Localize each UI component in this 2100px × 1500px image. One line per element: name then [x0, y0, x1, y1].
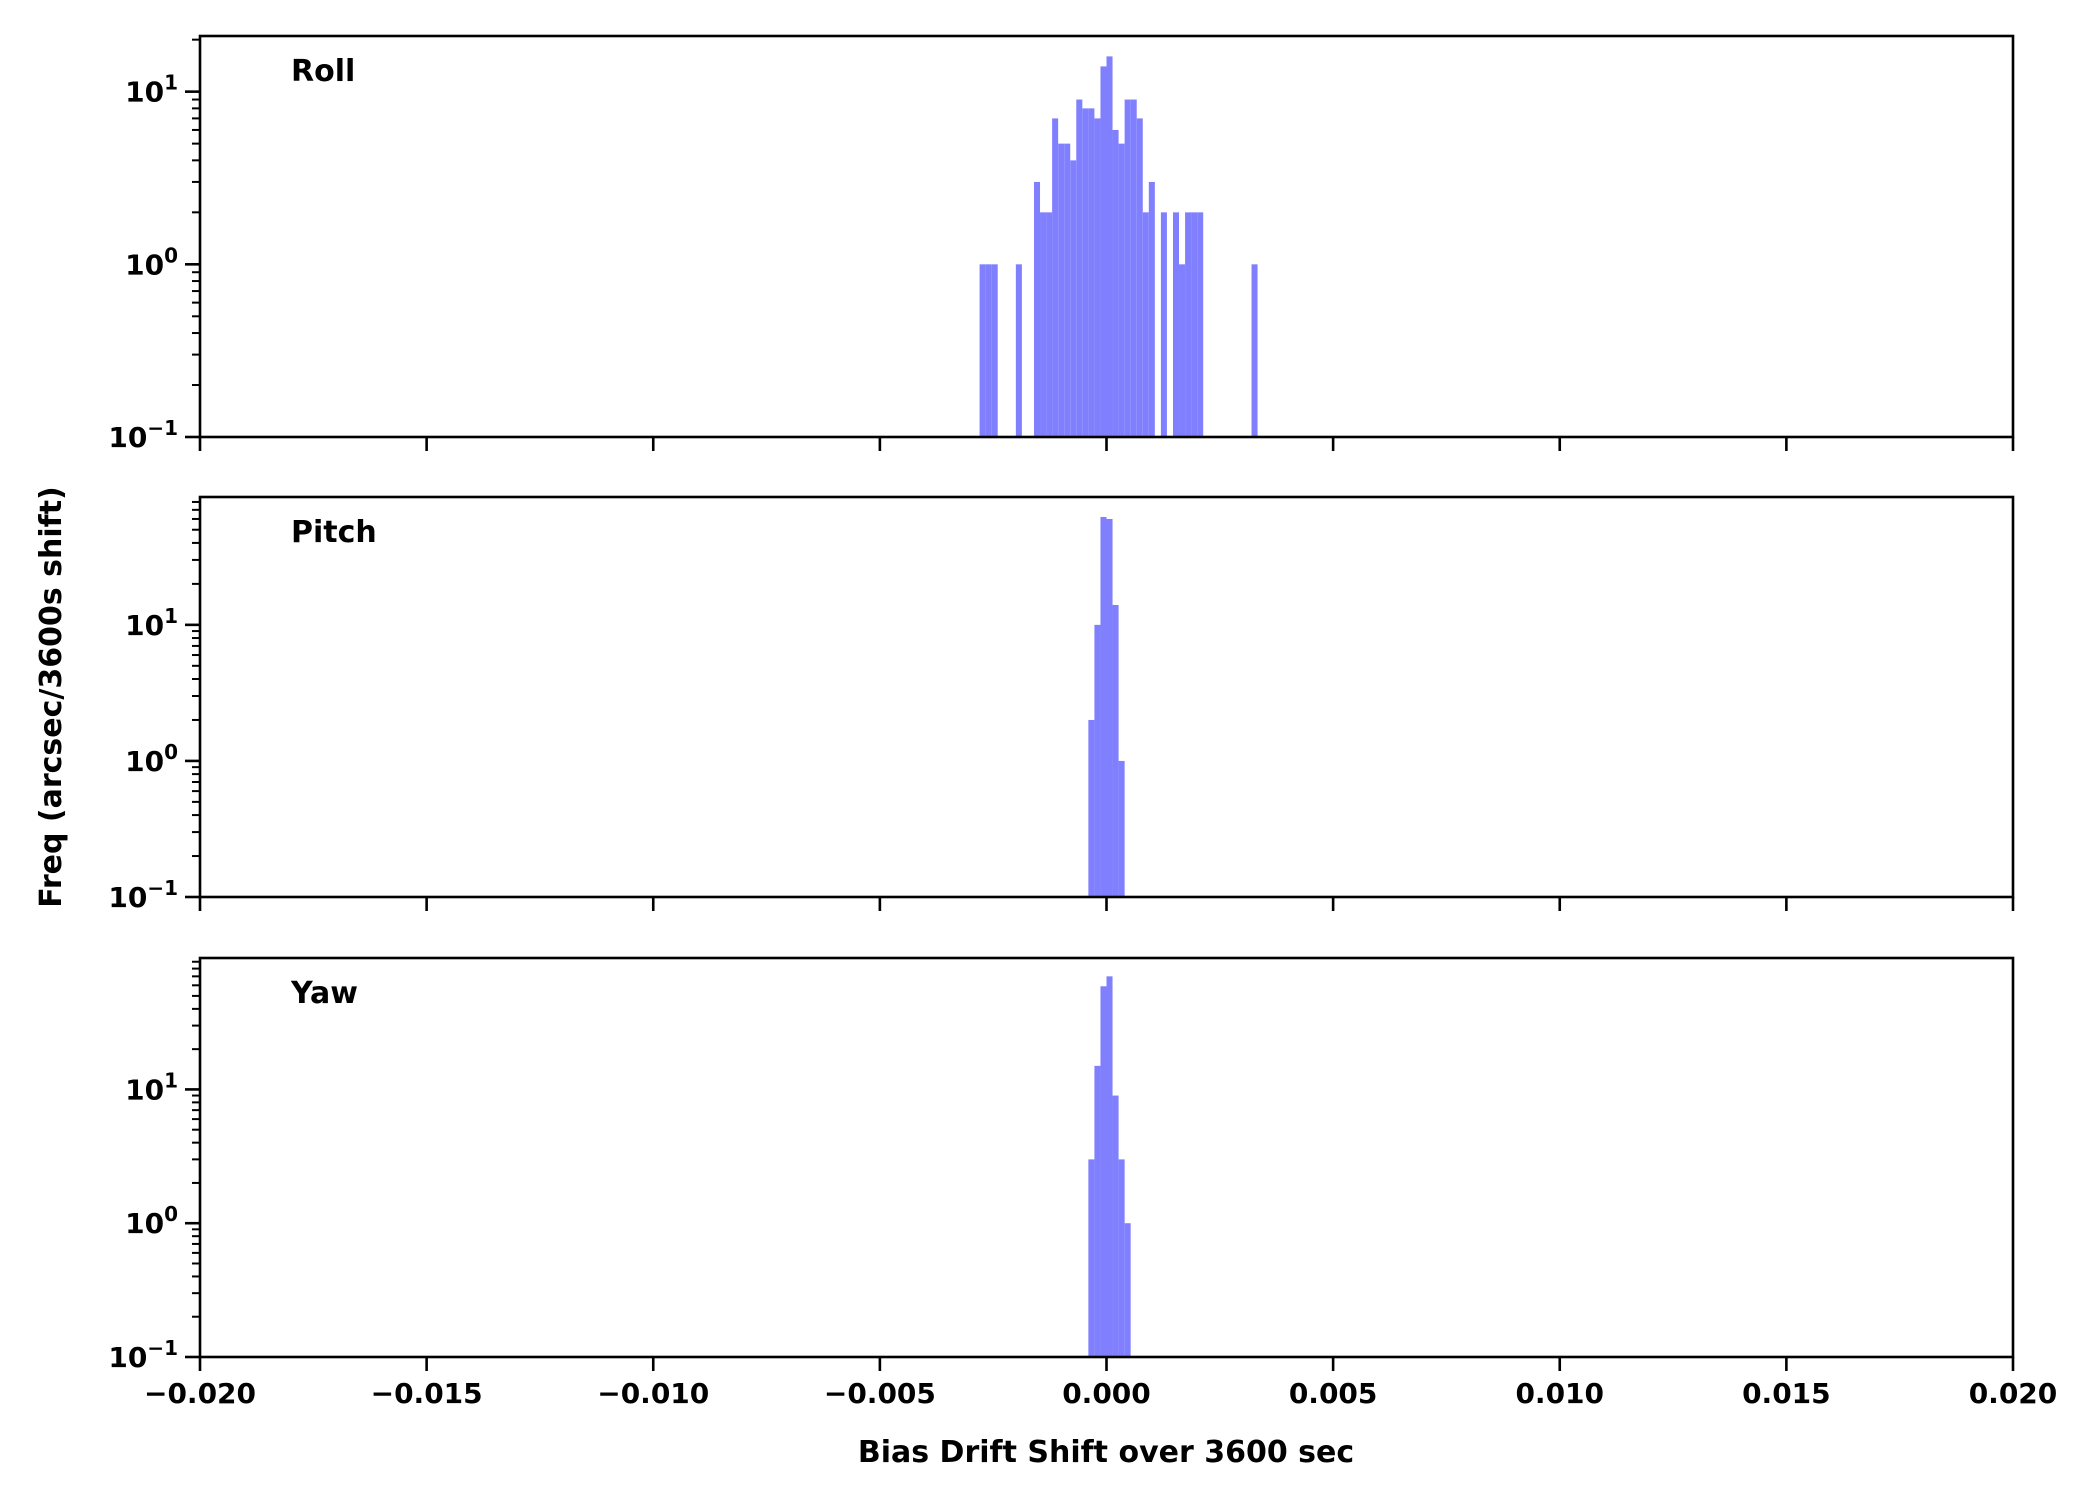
- histogram-bar: [1064, 143, 1071, 437]
- x-tick-label: 0.000: [1062, 1377, 1151, 1410]
- histogram-bar: [1040, 212, 1047, 437]
- panel-title: Pitch: [291, 515, 377, 550]
- histogram-bar: [1094, 118, 1101, 437]
- histogram-bar: [1136, 118, 1143, 437]
- histogram-bar: [1124, 99, 1131, 437]
- histogram-bar: [1088, 1159, 1095, 1357]
- y-tick-label: 100: [125, 740, 178, 778]
- x-tick-label: 0.005: [1289, 1377, 1378, 1410]
- histogram-bar: [1130, 99, 1137, 437]
- histogram-bar: [1172, 212, 1180, 437]
- histogram-bar: [1124, 1223, 1131, 1357]
- y-tick-label: 10−1: [108, 1336, 178, 1374]
- histogram-bar: [1112, 1095, 1119, 1357]
- y-tick-label: 10−1: [108, 876, 178, 914]
- y-tick-label: 101: [125, 604, 178, 642]
- histogram-bar: [1106, 56, 1113, 438]
- histogram-bar: [1112, 604, 1119, 897]
- x-tick-label: 0.020: [1969, 1377, 2058, 1410]
- histogram-bar: [1052, 118, 1059, 437]
- histogram-bar: [1076, 99, 1083, 437]
- histogram-bar: [1100, 986, 1107, 1357]
- histogram-bar: [1070, 160, 1077, 437]
- x-tick-label: −0.005: [824, 1377, 936, 1410]
- histogram-bar: [985, 264, 992, 437]
- panel-roll: 10−1 100 101 Roll: [108, 34, 2015, 454]
- panel-pitch: 10−1 100 101 Pitch: [108, 495, 2015, 914]
- histogram-bar: [1160, 212, 1167, 437]
- histogram-bar: [1058, 143, 1065, 437]
- histogram-bar: [1197, 212, 1204, 437]
- histogram-bar: [1191, 212, 1198, 437]
- histogram-bar: [1082, 108, 1089, 438]
- histogram-bar: [1118, 143, 1125, 437]
- x-tick-label: 0.015: [1742, 1377, 1831, 1410]
- x-axis-label: Bias Drift Shift over 3600 sec: [858, 1435, 1354, 1470]
- panel-title: Yaw: [290, 976, 358, 1011]
- y-tick-label: 101: [125, 1068, 178, 1106]
- histogram-bar: [1106, 518, 1113, 897]
- histogram-bar: [1251, 264, 1258, 437]
- histogram-bar: [1088, 719, 1095, 897]
- x-tick-label: −0.020: [144, 1377, 256, 1410]
- histogram-bar: [1100, 66, 1107, 437]
- histogram-bar: [991, 264, 998, 437]
- histogram-bar: [1179, 264, 1186, 437]
- y-tick-label: 101: [125, 71, 178, 109]
- x-tick-label: 0.010: [1515, 1377, 1604, 1410]
- histogram-bar: [979, 264, 986, 437]
- histogram-bar: [1118, 760, 1125, 897]
- histogram-bar: [1015, 264, 1022, 437]
- histogram-bar: [1148, 181, 1155, 437]
- y-tick-label: 10−1: [108, 416, 178, 454]
- histogram-bar: [1033, 181, 1041, 437]
- x-tick-label: −0.010: [597, 1377, 709, 1410]
- histogram-bar: [1106, 976, 1113, 1357]
- histogram-bar: [1094, 1065, 1101, 1357]
- histogram-bar: [1094, 624, 1101, 897]
- x-tick-label: −0.015: [371, 1377, 483, 1410]
- y-axis-label: Freq (arcsec/3600s shift): [34, 486, 69, 908]
- histogram-bar: [1100, 517, 1107, 897]
- histogram-bar: [1088, 108, 1095, 438]
- panel-yaw: −0.020 −0.015 −0.010 −0.005 0.000 0.005 0.010 0…: [108, 956, 2058, 1410]
- panel-title: Roll: [291, 54, 355, 89]
- histogram-bar: [1142, 212, 1149, 437]
- histogram-bar: [1185, 212, 1192, 437]
- histogram-bar: [1112, 129, 1119, 438]
- y-tick-label: 100: [125, 1202, 178, 1240]
- histogram-bar: [1046, 212, 1053, 437]
- histogram-bar: [1118, 1159, 1125, 1357]
- y-tick-label: 100: [125, 243, 178, 281]
